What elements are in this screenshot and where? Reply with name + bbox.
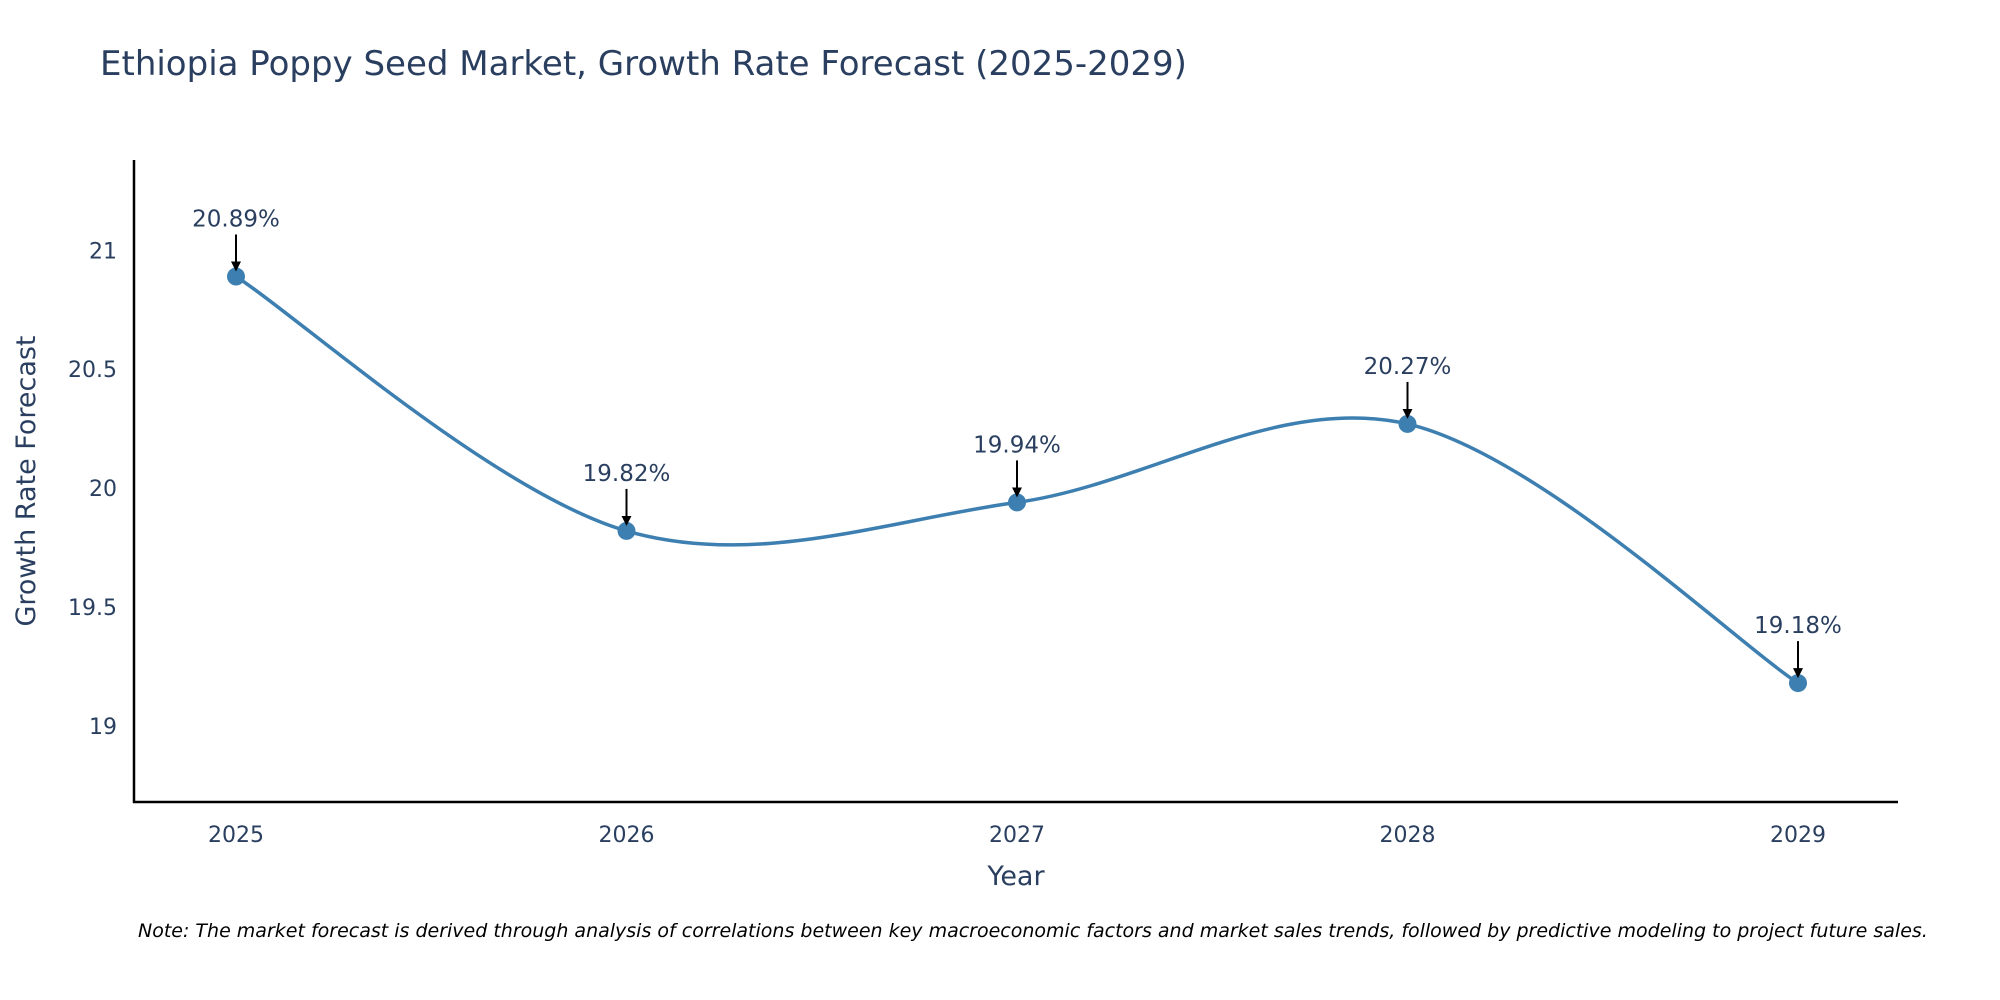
chart-note: Note: The market forecast is derived thr… xyxy=(138,920,1928,942)
x-tick-labels: 2025 2026 2027 2028 2029 xyxy=(208,823,1826,848)
y-tick-label: 19 xyxy=(89,715,117,740)
y-tick-label: 19.5 xyxy=(68,596,117,621)
data-label: 19.82% xyxy=(583,461,671,487)
x-tick-label: 2028 xyxy=(1380,823,1436,848)
data-point xyxy=(227,267,245,286)
y-tick-label: 21 xyxy=(89,239,117,264)
y-tick-label: 20 xyxy=(89,477,117,502)
x-tick-label: 2029 xyxy=(1770,823,1826,848)
data-point xyxy=(617,521,636,540)
y-tick-label: 20.5 xyxy=(68,358,117,383)
data-point xyxy=(1398,414,1417,433)
data-point xyxy=(1008,493,1026,512)
chart-title: Ethiopia Poppy Seed Market, Growth Rate … xyxy=(100,44,1187,84)
x-axis-title: Year xyxy=(986,861,1045,892)
data-label: 20.89% xyxy=(192,207,280,233)
x-tick-label: 2026 xyxy=(599,823,655,848)
data-label: 19.94% xyxy=(973,432,1061,458)
y-tick-labels: 19 19.5 20 20.5 21 xyxy=(68,239,117,740)
data-label: 19.18% xyxy=(1754,613,1842,639)
axes xyxy=(132,160,1898,804)
data-points xyxy=(227,267,1807,693)
data-annotations: 20.89% 19.82% 19.94% 20.27% 19.18% xyxy=(192,207,1842,679)
x-tick-label: 2025 xyxy=(208,823,264,848)
y-axis-title: Growth Rate Forecast xyxy=(11,335,42,626)
x-tick-label: 2027 xyxy=(989,823,1045,848)
data-point xyxy=(1789,674,1807,693)
data-label: 20.27% xyxy=(1364,354,1452,380)
